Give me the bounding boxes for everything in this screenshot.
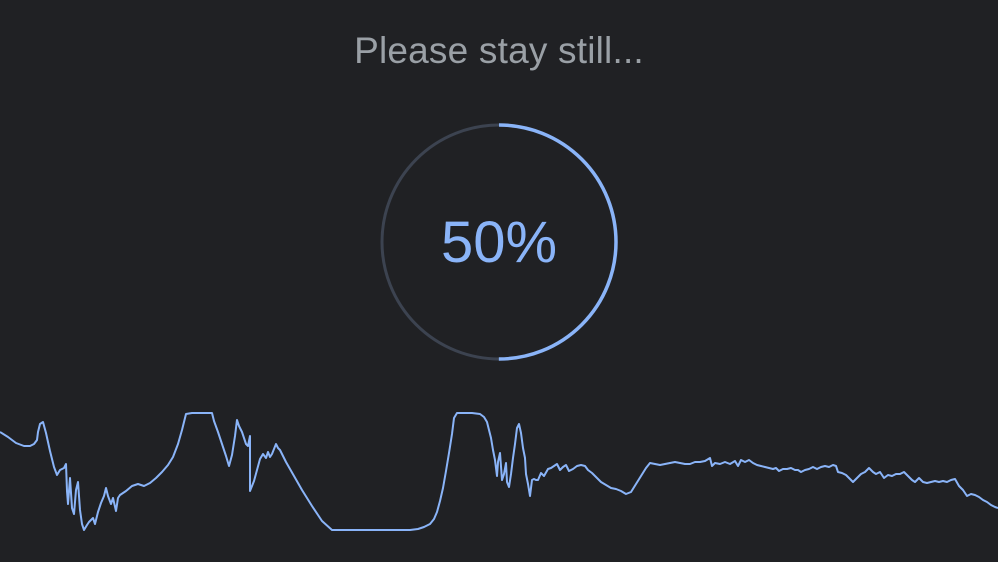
signal-waveform xyxy=(0,412,998,531)
progress-arc xyxy=(380,123,618,361)
instruction-text: Please stay still... xyxy=(354,30,644,71)
signal-waveform-line xyxy=(0,412,998,531)
progress-percentage: 50% xyxy=(440,209,558,275)
progress-ring xyxy=(380,123,618,361)
